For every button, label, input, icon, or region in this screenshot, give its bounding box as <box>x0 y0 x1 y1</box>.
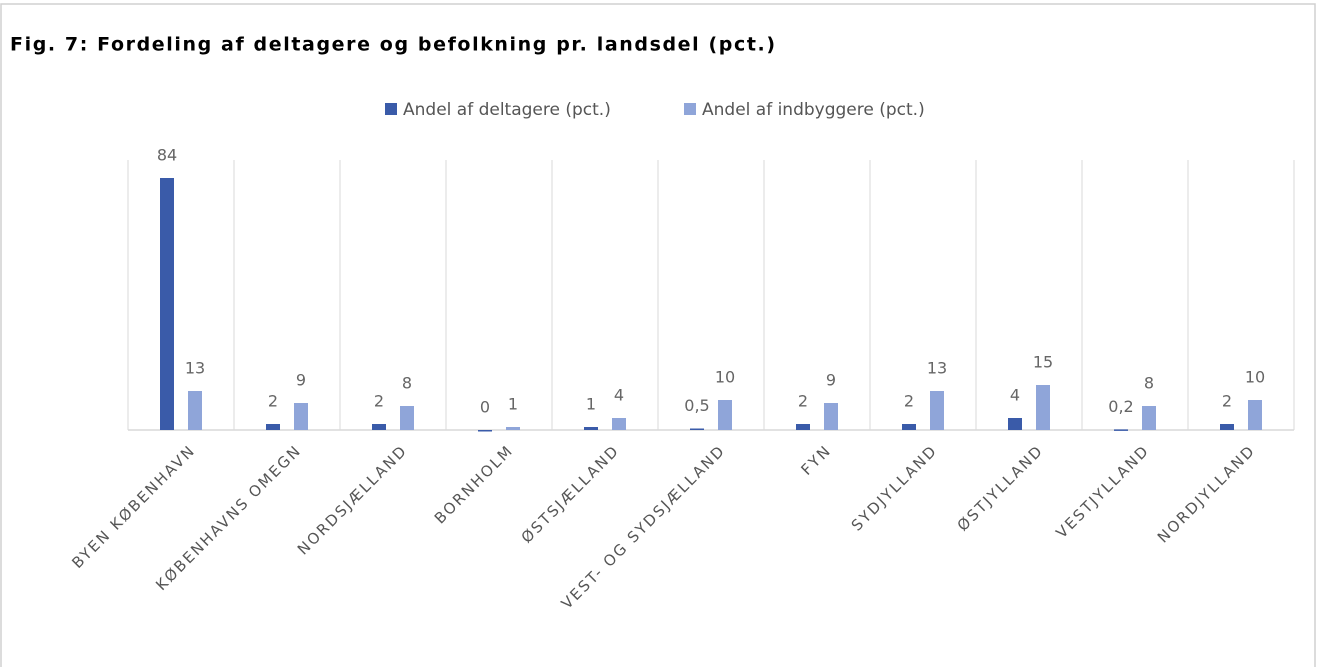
data-label: 8 <box>1144 374 1154 393</box>
bar <box>506 427 520 430</box>
data-label: 4 <box>1010 386 1020 405</box>
data-label: 1 <box>586 395 596 414</box>
data-label: 10 <box>715 368 735 387</box>
bar <box>796 424 810 430</box>
bar <box>1036 385 1050 430</box>
legend-swatch <box>385 103 397 115</box>
bar <box>294 403 308 430</box>
data-label: 0,5 <box>684 396 709 415</box>
legend-swatch <box>684 103 696 115</box>
data-label: 13 <box>185 359 205 378</box>
data-label: 1 <box>508 395 518 414</box>
bar <box>160 178 174 430</box>
data-label: 84 <box>157 146 177 165</box>
bar <box>902 424 916 430</box>
frame <box>0 3 1316 667</box>
data-label: 2 <box>798 392 808 411</box>
bar <box>372 424 386 430</box>
bar <box>1008 418 1022 430</box>
bar <box>584 427 598 430</box>
bar <box>1142 406 1156 430</box>
data-label: 2 <box>904 392 914 411</box>
bar <box>400 406 414 430</box>
data-label: 0,2 <box>1108 397 1133 416</box>
chart-title: Fig. 7: Fordeling af deltagere og befolk… <box>10 34 777 56</box>
data-label: 9 <box>296 371 306 390</box>
bar <box>930 391 944 430</box>
legend-label: Andel af indbyggere (pct.) <box>702 100 925 120</box>
bar <box>1248 400 1262 430</box>
data-label: 2 <box>1222 392 1232 411</box>
bar <box>718 400 732 430</box>
bar <box>612 418 626 430</box>
data-label: 13 <box>927 359 947 378</box>
data-label: 2 <box>268 392 278 411</box>
bar <box>478 430 492 432</box>
bar <box>188 391 202 430</box>
data-label: 9 <box>826 371 836 390</box>
legend-label: Andel af deltagere (pct.) <box>403 100 611 120</box>
data-label: 2 <box>374 392 384 411</box>
data-label: 10 <box>1245 368 1265 387</box>
bar <box>1220 424 1234 430</box>
data-label: 0 <box>480 398 490 417</box>
bar <box>824 403 838 430</box>
bar <box>690 428 704 430</box>
bar <box>1114 429 1128 431</box>
data-label: 15 <box>1033 353 1053 372</box>
data-label: 8 <box>402 374 412 393</box>
data-label: 4 <box>614 386 624 405</box>
bar <box>266 424 280 430</box>
